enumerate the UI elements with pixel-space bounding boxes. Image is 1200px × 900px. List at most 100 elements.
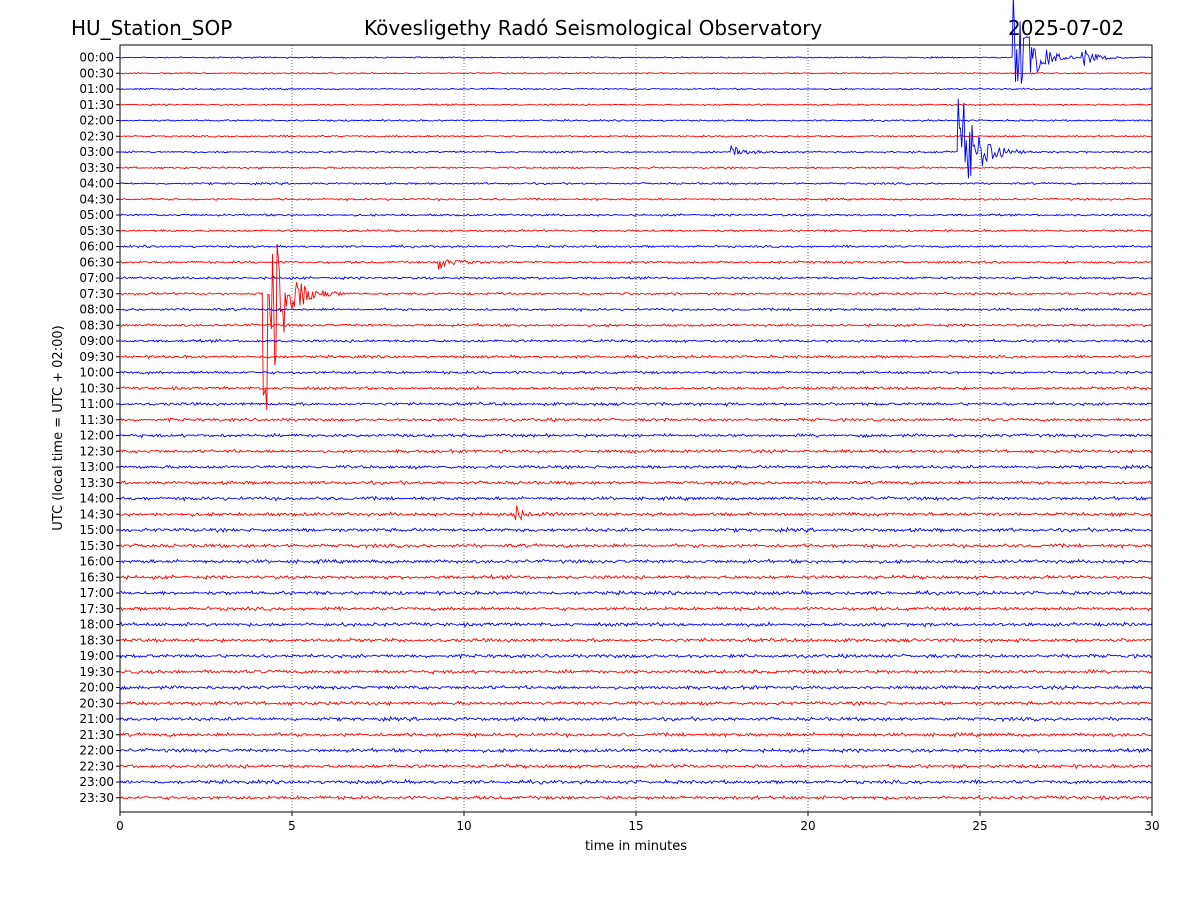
trace-0600 [119,244,1153,249]
y-tick-label: 17:30 [79,602,114,616]
y-tick-label: 02:30 [79,129,114,143]
y-tick-label: 22:00 [79,744,114,758]
y-tick-label: 13:00 [79,460,114,474]
station-name: HU_Station_SOP [71,16,233,40]
y-tick-label: 18:30 [79,633,114,647]
y-tick-label: 09:30 [79,350,114,364]
trace-1230 [120,448,1153,454]
trace-1830 [119,637,1153,644]
y-tick-label: 08:30 [79,318,114,332]
trace-0000 [119,0,1153,84]
x-tick-label: 30 [1144,819,1159,833]
trace-1730 [119,605,1153,612]
y-tick-label: 23:00 [79,775,114,789]
y-tick-label: 09:00 [79,334,114,348]
y-tick-label: 03:30 [79,161,114,175]
y-tick-label: 12:00 [79,429,114,443]
trace-1400 [119,495,1153,503]
y-tick-label: 05:00 [79,208,114,222]
y-tick-label: 15:00 [79,523,114,537]
trace-0130 [119,103,1152,107]
trace-2000 [119,684,1153,691]
trace-1700 [119,589,1153,597]
y-tick-label: 04:30 [79,192,114,206]
y-tick-label: 11:00 [79,397,114,411]
trace-0800 [119,307,1153,313]
trace-0500 [119,213,1153,217]
trace-1630 [119,574,1153,581]
x-tick-label: 5 [288,819,296,833]
y-tick-label: 02:00 [79,114,114,128]
y-tick-label: 10:30 [79,381,114,395]
x-axis-ticks: 0 5 10 15 20 25 30 [116,812,1160,833]
y-tick-label: 08:00 [79,303,114,317]
y-tick-label: 07:00 [79,271,114,285]
y-tick-label: 12:30 [79,444,114,458]
y-tick-label: 14:00 [79,492,114,506]
y-tick-label: 17:00 [79,586,114,600]
trace-2300 [119,778,1153,785]
y-tick-label: 20:00 [79,681,114,695]
y-tick-label: 14:30 [79,507,114,521]
x-tick-label: 20 [800,819,815,833]
trace-1200 [119,432,1153,439]
y-tick-label: 19:30 [79,665,114,679]
y-tick-label: 16:30 [79,570,114,584]
y-tick-label: 23:30 [79,791,114,805]
y-tick-label: 01:00 [79,82,114,96]
x-tick-label: 15 [628,819,643,833]
y-tick-label: 21:30 [79,728,114,742]
y-axis-label: UTC (local time = UTC + 02:00) [51,325,66,530]
chart-title: Kövesligethy Radó Seismological Observat… [364,16,823,40]
trace-1330 [119,479,1153,486]
grid-lines [291,45,981,812]
y-tick-label: 13:30 [79,476,114,490]
y-tick-label: 19:00 [79,649,114,663]
trace-0230 [119,134,1153,138]
y-tick-label: 15:30 [79,539,114,553]
trace-2130 [119,731,1153,739]
trace-2330 [119,794,1153,801]
trace-0100 [119,87,1153,91]
trace-2200 [119,747,1153,754]
y-tick-label: 22:30 [79,759,114,773]
chart-date: 2025-07-02 [1008,16,1125,40]
x-tick-label: 25 [972,819,987,833]
trace-0900 [119,338,1153,344]
x-axis-label: time in minutes [585,839,687,854]
x-tick-label: 0 [116,819,124,833]
trace-0200 [119,118,1153,123]
trace-1600 [119,558,1153,565]
seismogram-traces [119,0,1153,801]
trace-1000 [119,370,1153,375]
trace-0030 [119,71,1153,75]
trace-1100 [119,401,1153,407]
trace-0830 [119,322,1153,328]
y-tick-label: 04:00 [79,177,114,191]
trace-0300 [119,98,1153,179]
y-tick-label: 06:00 [79,240,114,254]
trace-1430 [119,505,1153,521]
trace-0400 [119,181,1152,186]
y-tick-label: 16:00 [79,555,114,569]
trace-0730 [120,244,1153,411]
trace-0700 [119,275,1153,281]
trace-1530 [119,542,1153,550]
y-tick-label: 21:00 [79,712,114,726]
trace-1900 [119,653,1153,660]
y-tick-label: 11:30 [79,413,114,427]
y-tick-label: 10:00 [79,366,114,380]
trace-1800 [119,621,1153,628]
trace-0430 [119,197,1153,202]
trace-2100 [119,715,1153,723]
trace-1030 [119,385,1153,391]
y-tick-label: 00:30 [79,66,114,80]
y-tick-label: 03:00 [79,145,114,159]
trace-0330 [119,166,1153,170]
trace-1930 [120,668,1153,675]
y-tick-label: 18:00 [79,618,114,632]
y-tick-label: 07:30 [79,287,114,301]
trace-2230 [119,763,1153,770]
y-tick-label: 05:30 [79,224,114,238]
